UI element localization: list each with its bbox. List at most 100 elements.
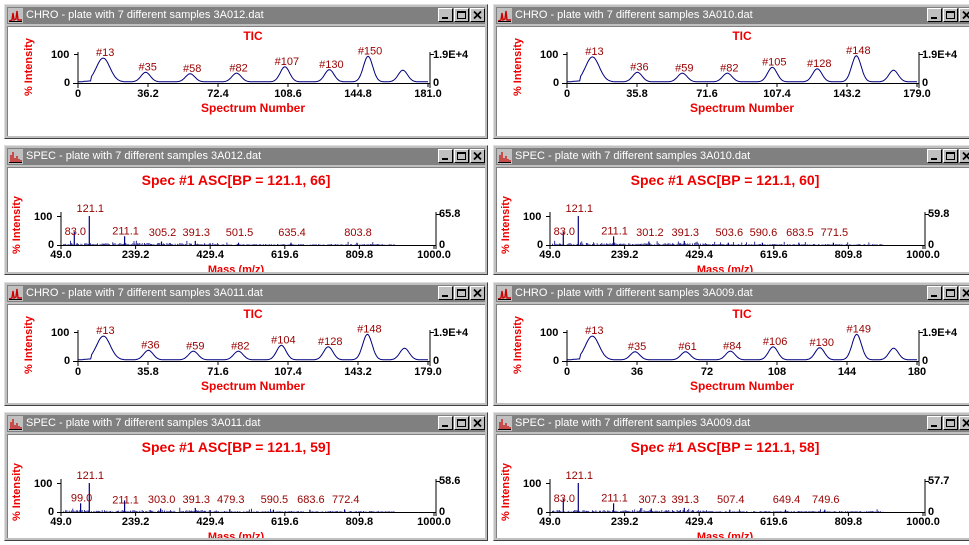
chromatogram-icon[interactable]: [8, 286, 23, 301]
window-titlebar[interactable]: CHRO - plate with 7 different samples 3A…: [496, 285, 969, 302]
window-title: SPEC - plate with 7 different samples 3A…: [515, 150, 751, 162]
minimize-button[interactable]: [927, 286, 942, 300]
spectrum-window[interactable]: SPEC - plate with 7 different samples 3A…: [493, 412, 969, 541]
window-titlebar[interactable]: SPEC - plate with 7 different samples 3A…: [496, 415, 969, 432]
peak-label: #35: [138, 61, 156, 73]
peak-label: 99.0: [71, 492, 92, 504]
peak-label: #128: [807, 58, 831, 70]
x-tick-label: 619.6: [760, 516, 788, 528]
chromatogram-icon[interactable]: [497, 286, 512, 301]
maximize-button[interactable]: [454, 286, 469, 300]
right-top-label: 59.8: [928, 208, 949, 220]
maximize-button[interactable]: [454, 8, 469, 22]
y-top-label: 100: [51, 327, 69, 339]
x-tick-label: 239.2: [122, 249, 150, 261]
maximize-button[interactable]: [943, 416, 958, 430]
peak-label: #104: [271, 335, 295, 347]
peak-label: #82: [229, 62, 247, 74]
minimize-icon: [442, 158, 448, 160]
plot-title: Spec #1 ASC[BP = 121.1, 66]: [142, 172, 331, 188]
close-button[interactable]: [470, 416, 485, 430]
x-tick-label: 429.4: [196, 249, 224, 261]
peak-label: 391.3: [182, 494, 210, 506]
close-button[interactable]: [470, 8, 485, 22]
x-tick-label: 35.8: [137, 366, 158, 378]
chromatogram-plot-area[interactable]: 100 0 1.9E+4 0 0 36 72 108 144 180 TIC Spectrum Num…: [496, 304, 969, 403]
peak-label: 507.4: [717, 494, 745, 506]
minimize-button[interactable]: [438, 286, 453, 300]
close-button[interactable]: [470, 149, 485, 163]
window-titlebar[interactable]: SPEC - plate with 7 different samples 3A…: [496, 148, 969, 165]
window-titlebar[interactable]: SPEC - plate with 7 different samples 3A…: [7, 148, 485, 165]
chromatogram-window[interactable]: CHRO - plate with 7 different samples 3A…: [493, 4, 969, 139]
window-titlebar[interactable]: CHRO - plate with 7 different samples 3A…: [496, 7, 969, 24]
chromatogram-plot-area[interactable]: 100 0 1.9E+4 0 0 35.8 71.6 107.4 143.2 179.0 TIC Sp…: [496, 26, 969, 136]
right-top-label: 58.6: [439, 475, 460, 487]
peak-label: #13: [585, 325, 603, 337]
spectrum-window[interactable]: SPEC - plate with 7 different samples 3A…: [4, 412, 488, 541]
peak-label: #13: [96, 47, 114, 59]
close-button[interactable]: [959, 416, 969, 430]
x-tick-label: 1000.0: [906, 516, 940, 528]
minimize-button[interactable]: [927, 149, 942, 163]
spectrum-plot-area[interactable]: 100 0 58.6 0 49.0 239.2 429.4 619.6 809.8 1000.0 S…: [7, 434, 485, 538]
y-axis-label: % Intensity: [11, 462, 23, 521]
spectrum-window[interactable]: SPEC - plate with 7 different samples 3A…: [493, 145, 969, 275]
spectrum-icon[interactable]: [8, 416, 23, 431]
maximize-icon: [946, 152, 955, 160]
peak-label: 683.5: [786, 227, 814, 239]
close-icon: [473, 418, 482, 428]
window-titlebar[interactable]: CHRO - plate with 7 different samples 3A…: [7, 7, 485, 24]
minimize-button[interactable]: [927, 8, 942, 22]
minimize-button[interactable]: [438, 8, 453, 22]
close-button[interactable]: [959, 149, 969, 163]
maximize-button[interactable]: [943, 149, 958, 163]
close-button[interactable]: [959, 286, 969, 300]
window-titlebar[interactable]: CHRO - plate with 7 different samples 3A…: [7, 285, 485, 302]
peak-label: #105: [762, 57, 786, 69]
spectrum-icon[interactable]: [497, 416, 512, 431]
close-button[interactable]: [959, 8, 969, 22]
peak-label: 211.1: [112, 494, 139, 506]
x-axis-label: Spectrum Number: [201, 101, 305, 115]
maximize-button[interactable]: [943, 8, 958, 22]
x-tick-label: 35.8: [626, 88, 647, 100]
minimize-button[interactable]: [438, 149, 453, 163]
minimize-button[interactable]: [438, 416, 453, 430]
spectrum-window[interactable]: SPEC - plate with 7 different samples 3A…: [4, 145, 488, 275]
chromatogram-icon[interactable]: [8, 8, 23, 23]
spectrum-plot-area[interactable]: 100 0 57.7 0 49.0 239.2 429.4 619.6 809.8 1000.0 S…: [496, 434, 969, 538]
spectrum-icon[interactable]: [497, 149, 512, 164]
spectrum-plot-area[interactable]: 100 0 65.8 0 49.0 239.2 429.4 619.6 809.8 1000.0 S…: [7, 167, 485, 272]
spectrum-plot-area[interactable]: 100 0 59.8 0 49.0 239.2 429.4 619.6 809.8 1000.0 S…: [496, 167, 969, 272]
chromatogram-plot-area[interactable]: 100 0 1.9E+4 0 0 35.8 71.6 107.4 143.2 179.0 TIC Sp…: [7, 304, 485, 403]
window-controls: [438, 416, 485, 431]
y-top-label: 100: [523, 211, 541, 223]
x-tick-label: 71.6: [696, 88, 717, 100]
plot-title: Spec #1 ASC[BP = 121.1, 58]: [631, 439, 820, 455]
x-tick-label: 107.4: [274, 366, 302, 378]
chromatogram-window[interactable]: CHRO - plate with 7 different samples 3A…: [4, 4, 488, 139]
x-tick-label: 180: [908, 366, 926, 378]
chromatogram-plot-area[interactable]: 100 0 1.9E+4 0 0 36.2 72.4 108.6 144.8 181.0 TIC Sp…: [7, 26, 485, 136]
peak-label: 305.2: [149, 227, 177, 239]
spectrum-icon[interactable]: [8, 149, 23, 164]
window-title: CHRO - plate with 7 different samples 3A…: [26, 9, 264, 21]
peak-label: 479.3: [217, 494, 245, 506]
y-zero-label: 0: [48, 506, 54, 518]
close-button[interactable]: [470, 286, 485, 300]
maximize-button[interactable]: [943, 286, 958, 300]
minimize-button[interactable]: [927, 416, 942, 430]
maximize-button[interactable]: [454, 149, 469, 163]
peak-label: #148: [846, 45, 870, 57]
maximize-button[interactable]: [454, 416, 469, 430]
chromatogram-icon[interactable]: [497, 8, 512, 23]
x-tick-label: 619.6: [271, 249, 299, 261]
chromatogram-window[interactable]: CHRO - plate with 7 different samples 3A…: [493, 282, 969, 406]
y-axis-label: % Intensity: [500, 195, 512, 254]
window-titlebar[interactable]: SPEC - plate with 7 different samples 3A…: [7, 415, 485, 432]
close-icon: [962, 151, 969, 161]
peak-label: #82: [231, 340, 249, 352]
chromatogram-window[interactable]: CHRO - plate with 7 different samples 3A…: [4, 282, 488, 406]
